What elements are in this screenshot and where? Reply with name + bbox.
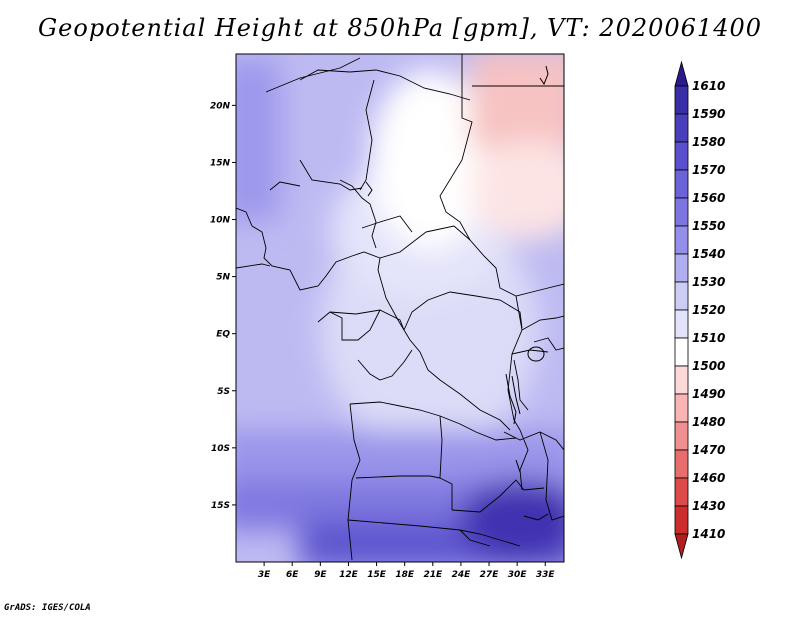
colorbar-label: 1540: [692, 247, 725, 261]
colorbar-label: 1610: [692, 79, 725, 93]
country-borders: [236, 54, 564, 561]
lat-tick-label: 5S: [217, 387, 230, 397]
lon-tick-label: 6E: [286, 570, 299, 580]
colorbar-segment: [674, 253, 689, 283]
lat-tick-label: 5N: [216, 273, 230, 283]
colorbar-label: 1480: [692, 415, 725, 429]
lakes: [365, 65, 549, 521]
geopotential-field: [236, 54, 564, 562]
colorbar: 1610 1590 1580 1570 1560 1550 1540 1530 1520 1510…: [674, 60, 725, 560]
colorbar-segment: [674, 365, 689, 395]
lon-tick-label: 21E: [423, 570, 443, 580]
lon-tick-label: 33E: [536, 570, 556, 580]
colorbar-segment: [674, 169, 689, 199]
colorbar-label: 1430: [692, 499, 725, 513]
colorbar-bottom-triangle: [674, 533, 689, 560]
colorbar-label: 1560: [692, 191, 725, 205]
lat-tick-label: 15N: [210, 158, 231, 168]
colorbar-segment: [674, 225, 689, 255]
colorbar-label: 1460: [692, 471, 725, 485]
colorbar-label: 1410: [692, 527, 725, 541]
colorbar-segment: [674, 421, 689, 451]
colorbar-label: 1510: [692, 331, 725, 345]
colorbar-segment: [674, 505, 689, 535]
colorbar-label: 1590: [692, 107, 725, 121]
lat-tick-label: EQ: [216, 330, 230, 340]
lat-tick-label: 10N: [210, 216, 231, 226]
colorbar-label: 1490: [692, 387, 725, 401]
colorbar-label: 1520: [692, 303, 725, 317]
colorbar-segment: [674, 197, 689, 227]
lon-tick-label: 9E: [314, 570, 327, 580]
latitude-axis: 20N 15N 10N 5N EQ 5S 10S 15S: [210, 101, 236, 511]
colorbar-segment: [674, 85, 689, 115]
lon-tick-label: 18E: [395, 570, 415, 580]
colorbar-label: 1500: [692, 359, 725, 373]
map-title: Geopotential Height at 850hPa [gpm], VT:…: [38, 14, 762, 42]
colorbar-segment: [674, 309, 689, 339]
colorbar-top-triangle: [674, 60, 689, 87]
colorbar-segment: [674, 449, 689, 479]
colorbar-label: 1580: [692, 135, 725, 149]
lat-tick-label: 10S: [211, 444, 230, 454]
colorbar-label: 1570: [692, 163, 725, 177]
lat-tick-label: 15S: [211, 501, 230, 511]
longitude-axis: 3E 6E 9E 12E 15E 18E 21E 24E 27E 30E 33E: [258, 562, 556, 580]
colorbar-segment: [674, 477, 689, 507]
colorbar-segment: [674, 281, 689, 311]
colorbar-segment: [674, 337, 689, 367]
footer-credit: GrADS: IGES/COLA: [4, 603, 91, 613]
colorbar-segment: [674, 113, 689, 143]
colorbar-segment: [674, 393, 689, 423]
map-frame: [235, 53, 565, 563]
lon-tick-label: 15E: [367, 570, 387, 580]
colorbar-label: 1550: [692, 219, 725, 233]
lon-tick-label: 12E: [339, 570, 359, 580]
colorbar-label: 1530: [692, 275, 725, 289]
lat-tick-label: 20N: [210, 101, 231, 111]
lon-tick-label: 24E: [452, 570, 472, 580]
colorbar-label: 1470: [692, 443, 725, 457]
lon-tick-label: 27E: [480, 570, 500, 580]
lon-tick-label: 30E: [508, 570, 528, 580]
colorbar-segment: [674, 141, 689, 171]
lon-tick-label: 3E: [258, 570, 271, 580]
